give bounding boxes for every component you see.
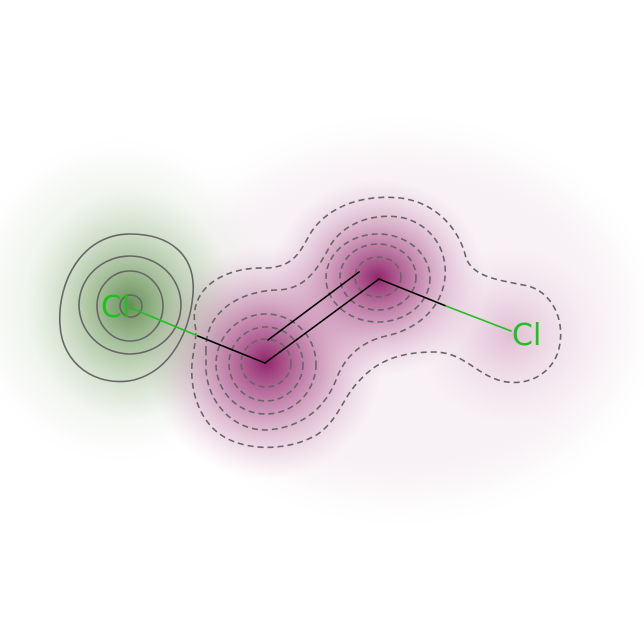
- atom-label-cl-right: Cl: [512, 318, 541, 353]
- atom-label-cl-left: Cl: [101, 290, 130, 325]
- positive-density-cl2: [410, 240, 610, 430]
